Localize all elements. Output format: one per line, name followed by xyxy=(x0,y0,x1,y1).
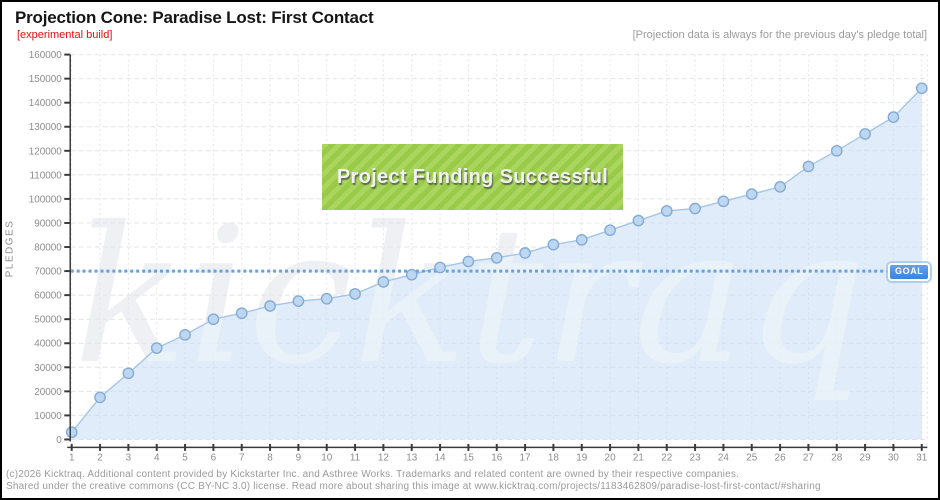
y-tick-label: 30000 xyxy=(34,363,62,374)
x-tick-label: 18 xyxy=(548,452,560,463)
funding-successful-banner: Project Funding Successful xyxy=(322,144,623,210)
page-title: Projection Cone: Paradise Lost: First Co… xyxy=(15,8,374,27)
projection-note: [Projection data is always for the previ… xyxy=(632,29,927,41)
footer-text: (c)2026 Kicktraq. Additional content pro… xyxy=(6,469,934,492)
x-tick-label: 27 xyxy=(803,452,815,463)
data-point xyxy=(235,307,248,320)
y-tick-label: 0 xyxy=(56,435,62,446)
x-tick-label: 11 xyxy=(350,452,361,463)
footer-line-license: Shared under the creative commons (CC BY… xyxy=(6,480,821,492)
x-tick-label: 22 xyxy=(661,452,673,463)
data-point xyxy=(207,313,220,326)
data-point xyxy=(774,181,786,193)
x-tick-label: 29 xyxy=(860,452,872,463)
y-axis: 0 10000 20000 30000 40000 50000 60000 70000 8000… xyxy=(29,50,71,446)
x-tick-label: 23 xyxy=(690,452,702,463)
pledge-area xyxy=(71,88,922,440)
x-tick-label: 2 xyxy=(97,452,103,463)
y-tick-label: 20000 xyxy=(34,387,62,398)
data-point xyxy=(320,292,333,305)
x-tick-label: 7 xyxy=(239,452,245,463)
y-axis-title: PLEDGES xyxy=(4,219,16,278)
data-point xyxy=(377,276,390,288)
data-point xyxy=(887,111,900,123)
x-tick-label: 10 xyxy=(321,452,333,463)
data-point xyxy=(915,82,928,95)
data-point xyxy=(94,391,106,404)
data-point xyxy=(660,205,673,217)
data-point xyxy=(349,288,361,300)
y-tick-label: 120000 xyxy=(29,146,63,157)
data-point xyxy=(150,342,163,354)
data-point xyxy=(292,295,305,308)
x-tick-label: 5 xyxy=(182,452,188,463)
footer-line-copyright: (c)2026 Kicktraq. Additional content pro… xyxy=(6,469,740,480)
x-tick-label: 9 xyxy=(296,452,302,463)
x-tick-label: 1 xyxy=(69,452,75,463)
x-tick-label: 17 xyxy=(520,452,532,463)
y-tick-label: 150000 xyxy=(29,74,63,85)
x-tick-label: 24 xyxy=(718,452,730,463)
x-tick-label: 8 xyxy=(267,452,273,463)
data-point xyxy=(264,300,276,312)
goal-badge: GOAL xyxy=(888,263,931,281)
y-tick-label: 110000 xyxy=(29,170,62,181)
data-point xyxy=(859,128,871,140)
y-tick-label: 100000 xyxy=(29,194,63,205)
data-point xyxy=(547,238,560,251)
x-tick-label: 28 xyxy=(831,452,843,463)
x-tick-label: 3 xyxy=(126,452,132,463)
x-tick-label: 12 xyxy=(378,452,390,463)
data-point xyxy=(65,426,78,439)
data-point xyxy=(802,160,815,173)
data-point xyxy=(179,328,191,341)
y-tick-label: 70000 xyxy=(34,267,62,278)
x-tick-label: 25 xyxy=(746,452,758,463)
data-point xyxy=(689,202,701,215)
x-tick-label: 15 xyxy=(463,452,475,463)
data-point xyxy=(519,247,531,259)
data-point xyxy=(575,233,588,246)
data-point xyxy=(745,188,758,200)
x-tick-label: 16 xyxy=(491,452,503,463)
y-tick-label: 10000 xyxy=(34,411,62,422)
data-point xyxy=(405,268,418,281)
experimental-build-label: [experimental build] xyxy=(17,29,113,41)
x-tick-label: 14 xyxy=(435,452,447,463)
x-tick-label: 19 xyxy=(576,452,588,463)
x-tick-label: 4 xyxy=(154,452,160,463)
y-tick-label: 90000 xyxy=(34,218,62,229)
data-point xyxy=(604,224,616,237)
data-point xyxy=(717,195,730,208)
data-point xyxy=(830,144,843,157)
x-axis: 1 2 3 4 5 6 7 8 9 10 11 12 13 14 15 16 17 18 19 20 21 22 23 24 2… xyxy=(67,443,928,463)
y-tick-label: 160000 xyxy=(29,50,63,61)
y-tick-label: 80000 xyxy=(34,242,62,253)
y-tick-label: 140000 xyxy=(29,98,63,109)
y-tick-label: 40000 xyxy=(34,339,62,350)
x-tick-label: 31 xyxy=(916,452,928,463)
y-tick-label: 60000 xyxy=(34,291,62,302)
data-point xyxy=(462,255,475,268)
x-tick-label: 26 xyxy=(775,452,787,463)
data-points xyxy=(65,82,928,439)
data-point xyxy=(490,251,503,264)
x-tick-label: 30 xyxy=(888,452,900,463)
y-tick-label: 130000 xyxy=(29,122,63,133)
data-point xyxy=(434,261,446,274)
x-tick-label: 20 xyxy=(605,452,617,463)
x-tick-label: 21 xyxy=(633,452,645,463)
x-tick-label: 13 xyxy=(406,452,418,463)
data-point xyxy=(122,367,135,380)
y-tick-label: 50000 xyxy=(34,315,62,326)
x-tick-label: 6 xyxy=(211,452,217,463)
data-point xyxy=(632,214,645,227)
